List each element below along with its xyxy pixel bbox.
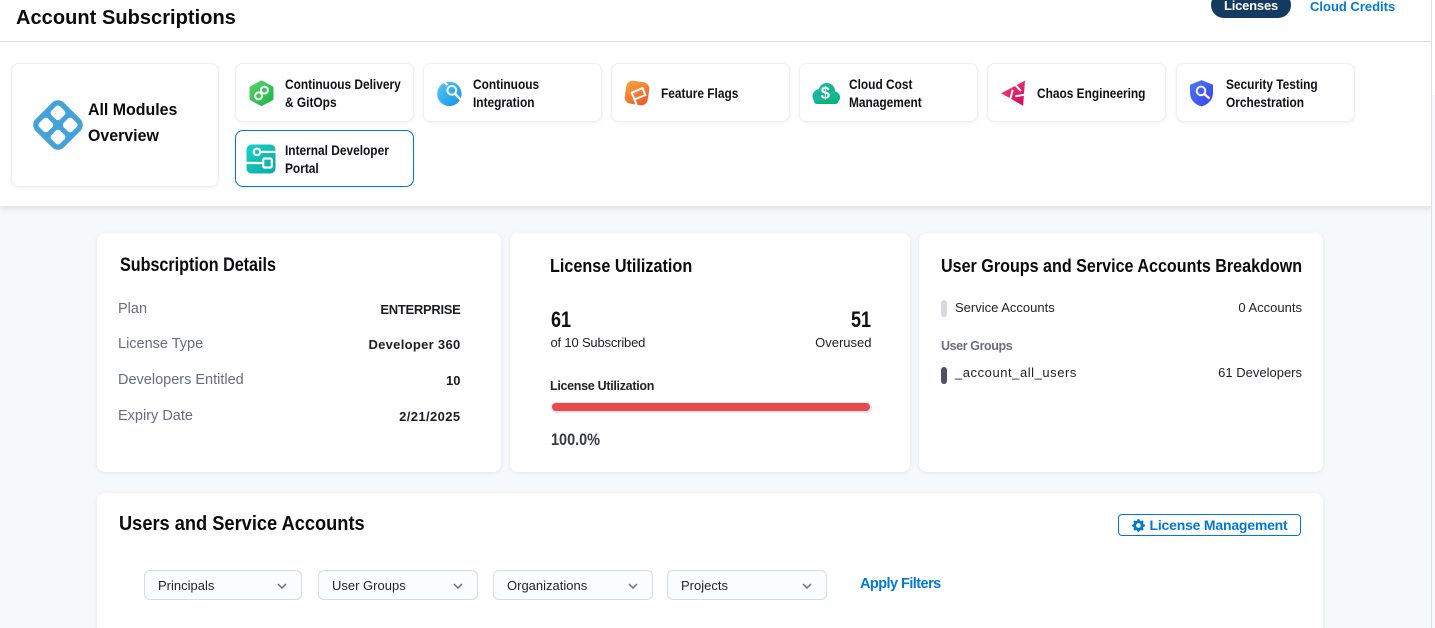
svg-text:$: $ [820,84,829,102]
